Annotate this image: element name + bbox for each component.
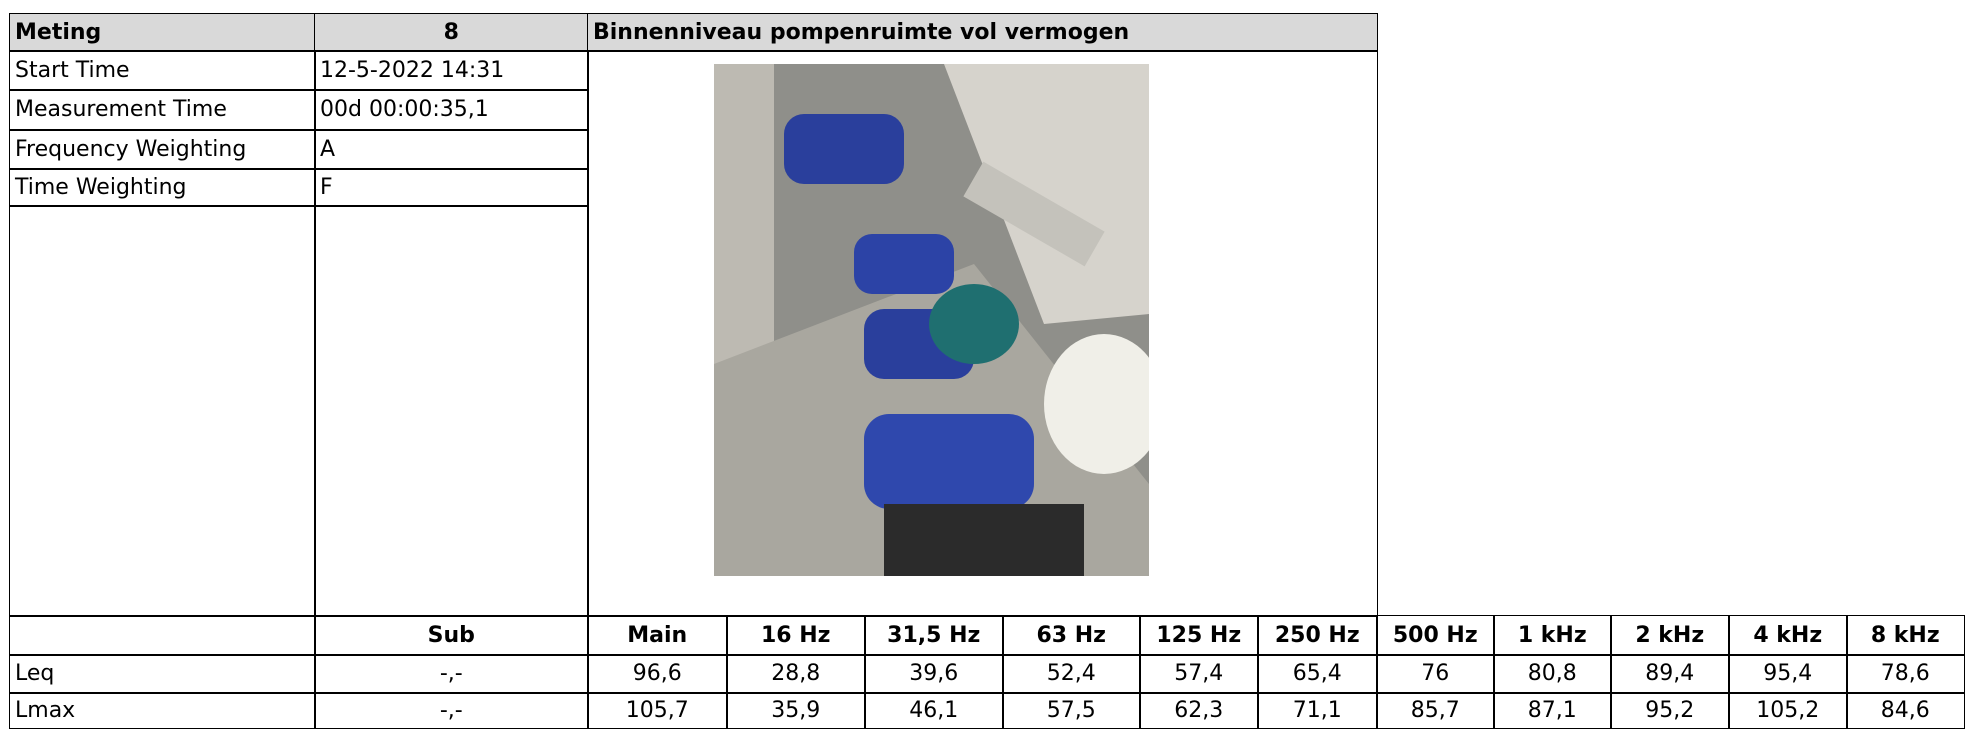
table-value: -,- (314, 692, 589, 729)
info-value: 00d 00:00:35,1 (314, 89, 589, 131)
corner-cell (9, 615, 316, 656)
column-header: 250 Hz (1257, 615, 1378, 656)
table-value: 85,7 (1376, 692, 1495, 729)
table-value: 57,4 (1139, 654, 1259, 694)
table-value: 84,6 (1846, 692, 1965, 729)
table-value: 96,6 (587, 654, 728, 694)
info-value: A (314, 129, 589, 170)
empty-cell (9, 205, 316, 617)
table-value: 95,2 (1610, 692, 1730, 729)
info-label: Frequency Weighting (9, 129, 316, 170)
column-header: 63 Hz (1002, 615, 1141, 656)
column-header: Sub (314, 615, 589, 656)
table-value: 28,8 (726, 654, 866, 694)
column-header: 8 kHz (1846, 615, 1965, 656)
table-value: 105,2 (1728, 692, 1848, 729)
table-value: 35,9 (726, 692, 866, 729)
table-value: 78,6 (1846, 654, 1965, 694)
table-value: 105,7 (587, 692, 728, 729)
table-value: 71,1 (1257, 692, 1378, 729)
row-label: Leq (9, 654, 316, 694)
info-label: Measurement Time (9, 89, 316, 131)
page: Meting8Binnenniveau pompenruimte vol ver… (0, 0, 1975, 729)
info-label: Time Weighting (9, 168, 316, 207)
meting-number: 8 (314, 13, 589, 52)
column-header: 2 kHz (1610, 615, 1730, 656)
column-header: Main (587, 615, 728, 656)
info-value: F (314, 168, 589, 207)
column-header: 4 kHz (1728, 615, 1848, 656)
table-value: 87,1 (1493, 692, 1612, 729)
table-value: 65,4 (1257, 654, 1378, 694)
table-value: 52,4 (1002, 654, 1141, 694)
empty-cell (314, 205, 589, 617)
table-value: 46,1 (864, 692, 1004, 729)
table-value: 57,5 (1002, 692, 1141, 729)
table-value: 95,4 (1728, 654, 1848, 694)
table-value: -,- (314, 654, 589, 694)
column-header: 1 kHz (1493, 615, 1612, 656)
row-label: Lmax (9, 692, 316, 729)
meting-title: Binnenniveau pompenruimte vol vermogen (587, 13, 1378, 52)
info-label: Start Time (9, 50, 316, 91)
table-value: 62,3 (1139, 692, 1259, 729)
info-value: 12-5-2022 14:31 (314, 50, 589, 91)
table-value: 80,8 (1493, 654, 1612, 694)
column-header: 31,5 Hz (864, 615, 1004, 656)
column-header: 500 Hz (1376, 615, 1495, 656)
table-value: 39,6 (864, 654, 1004, 694)
photo (714, 64, 1149, 576)
table-value: 89,4 (1610, 654, 1730, 694)
table-value: 76 (1376, 654, 1495, 694)
meting-label: Meting (9, 13, 316, 52)
column-header: 125 Hz (1139, 615, 1259, 656)
column-header: 16 Hz (726, 615, 866, 656)
